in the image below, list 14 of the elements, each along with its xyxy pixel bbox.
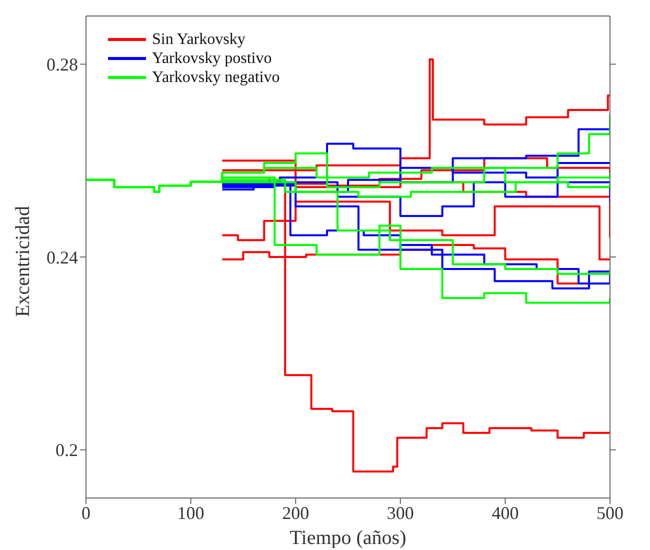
legend-label: Yarkovsky negativo — [152, 68, 280, 87]
x-tick-label: 0 — [82, 502, 90, 523]
y-tick-label: 0.28 — [46, 54, 78, 75]
x-tick-label: 300 — [386, 502, 414, 523]
y-axis-title: Excentricidad — [12, 206, 34, 317]
x-axis-title: Tiempo (años) — [290, 527, 406, 549]
x-tick-label: 500 — [596, 502, 624, 523]
x-tick-label: 100 — [177, 502, 204, 523]
y-tick-label: 0.24 — [46, 247, 78, 268]
y-tick-label: 0.2 — [56, 440, 78, 460]
legend-label: Yarkovsky postivo — [152, 49, 272, 68]
x-tick-label: 200 — [282, 502, 310, 523]
legend-label: Sin Yarkovsky — [152, 30, 246, 49]
x-tick-label: 400 — [492, 502, 519, 523]
